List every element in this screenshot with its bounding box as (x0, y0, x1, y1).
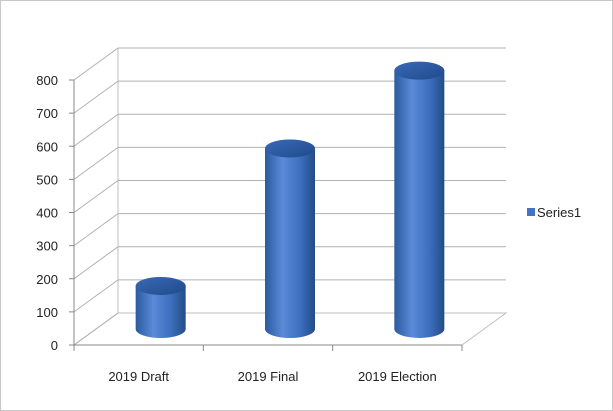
y-tick-label: 100 (36, 305, 58, 320)
gridline-side (73, 312, 119, 346)
bar-top (135, 276, 186, 295)
gridline-side (73, 213, 119, 247)
gridline-side (73, 279, 119, 313)
gridline-side (73, 180, 119, 213)
y-tick-label: 800 (36, 73, 58, 88)
x-tick-label: 2019 Draft (108, 369, 169, 384)
y-tick-label: 700 (36, 106, 58, 121)
gridline-side (73, 80, 119, 114)
bar (265, 139, 315, 338)
gridline-side (73, 113, 119, 147)
y-tick-label: 600 (36, 139, 58, 154)
bar-top (394, 61, 445, 80)
y-tick-label: 200 (36, 272, 58, 287)
x-tick-label: 2019 Election (358, 369, 437, 384)
gridline-side (73, 47, 119, 81)
y-tick-label: 300 (36, 239, 58, 254)
bar-body (394, 70, 445, 338)
gridline-side (73, 246, 119, 280)
x-axis: 2019 Draft 2019 Final 2019 Election (73, 344, 463, 384)
y-axis: 0 100 200 300 400 500 600 700 800 (36, 73, 75, 353)
bars (135, 61, 445, 338)
legend-label: Series1 (537, 205, 581, 220)
bar (394, 61, 445, 338)
x-tick-label: 2019 Final (238, 369, 299, 384)
y-tick-label: 0 (51, 338, 58, 353)
bar-top (265, 139, 315, 158)
bar (135, 276, 186, 338)
legend-item: Series1 (527, 205, 581, 220)
bar-body (265, 148, 315, 338)
y-tick-label: 500 (36, 172, 58, 187)
gridline-side (73, 146, 119, 180)
y-tick-label: 400 (36, 206, 58, 221)
legend: Series1 (527, 205, 581, 220)
legend-swatch (527, 208, 535, 216)
bar-body (135, 285, 186, 338)
